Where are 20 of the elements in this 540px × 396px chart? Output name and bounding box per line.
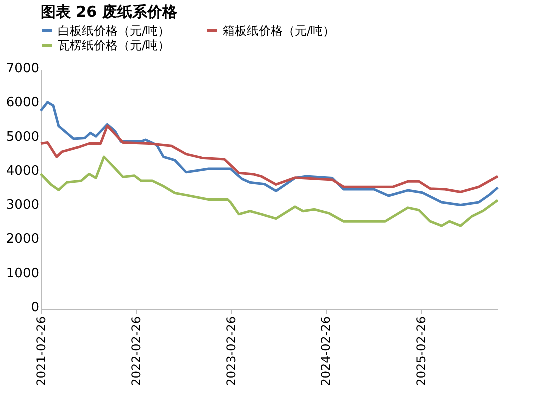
line-series <box>40 124 500 194</box>
x-tick-label: 2022-02-26 <box>129 316 144 386</box>
y-tick-label: 5000 <box>6 130 40 145</box>
legend-label: 瓦楞纸价格（元/吨） <box>58 38 170 52</box>
legend-label: 白板纸价格（元/吨） <box>58 24 170 38</box>
y-tick-label: 1000 <box>6 266 40 282</box>
x-tick-label: 2024-02-26 <box>319 316 334 386</box>
y-tick-label: 7000 <box>6 62 40 76</box>
y-tick-label: 6000 <box>6 96 40 111</box>
y-tick-label: 4000 <box>6 164 40 179</box>
y-tick-label: 3000 <box>6 198 40 214</box>
line-series <box>40 101 500 206</box>
line-series <box>40 156 500 228</box>
x-tick-label: 2023-02-26 <box>224 316 238 386</box>
y-tick-label: 2000 <box>6 232 40 248</box>
y-tick-label: 0 <box>31 300 40 316</box>
legend-label: 箱板纸价格（元/吨） <box>223 24 336 38</box>
x-tick-label: 2021-02-26 <box>34 316 48 386</box>
x-tick-label: 2025-02-26 <box>414 316 428 386</box>
chart-title: 图表 26 废纸系价格 <box>41 3 178 21</box>
